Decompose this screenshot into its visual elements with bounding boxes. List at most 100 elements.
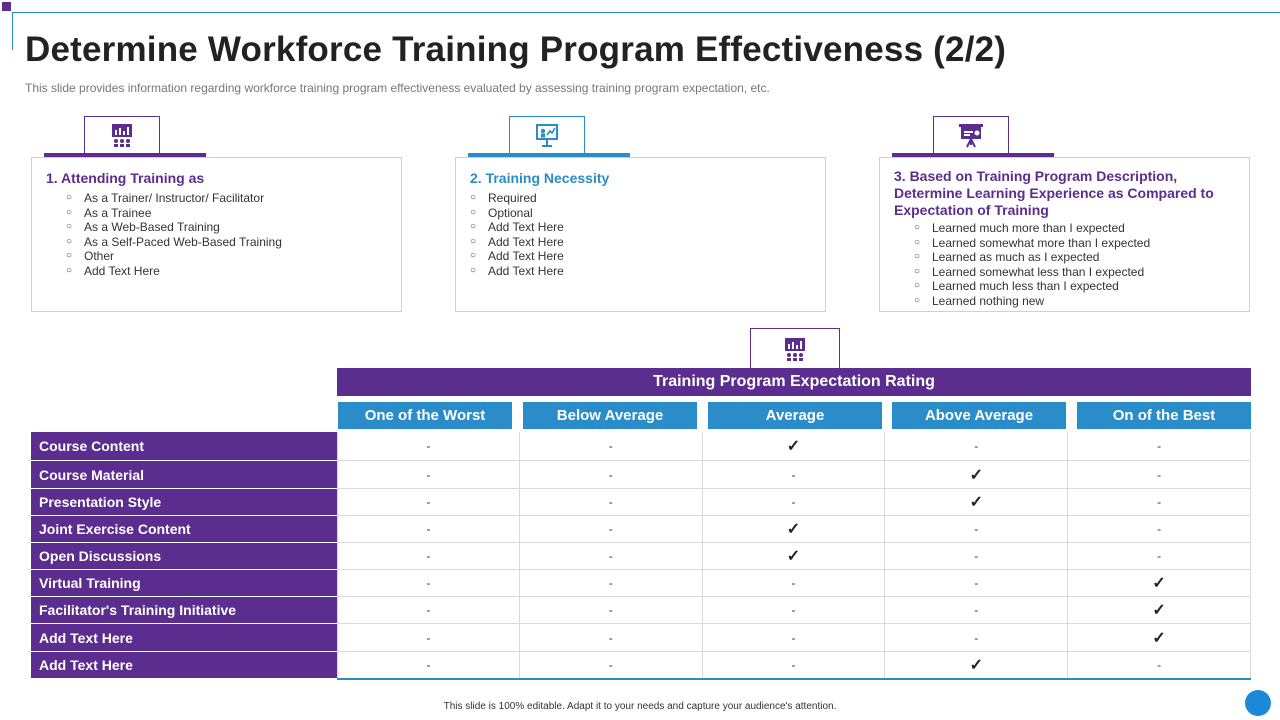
table-cell: -: [1068, 652, 1251, 678]
footer-note: This slide is 100% editable. Adapt it to…: [443, 701, 837, 712]
checkmark-cell: ✓: [1068, 570, 1251, 596]
table-cell: -: [703, 489, 886, 515]
card-training-necessity: 2. Training Necessity Required Optional …: [455, 157, 826, 312]
easel-icon: [933, 116, 1009, 154]
table-cell: -: [520, 489, 703, 515]
checkmark-cell: ✓: [885, 461, 1069, 488]
list-item: Learned much more than I expected: [914, 221, 1235, 236]
row-label: Course Content: [31, 432, 337, 461]
presentation-chart-icon: [750, 328, 840, 369]
card-learning-experience: 3. Based on Training Program Description…: [879, 157, 1250, 312]
table-row: - - ✓ - -: [337, 432, 1251, 461]
list-item: Learned much less than I expected: [914, 279, 1235, 294]
rating-grid: - - ✓ - - - - - ✓ - - - - ✓ - - - ✓ - - - - ✓ - - - - - - ✓ - - - - ✓ - - - - ✓…: [337, 432, 1251, 679]
card-accent-bar: [468, 153, 630, 160]
table-cell: -: [885, 516, 1069, 542]
table-cell: -: [520, 543, 703, 569]
table-cell: -: [337, 543, 520, 569]
table-header: Training Program Expectation Rating: [337, 368, 1251, 396]
table-cell: -: [885, 570, 1069, 596]
table-cell: -: [703, 597, 886, 623]
checkmark-cell: ✓: [703, 432, 886, 460]
table-row: - - - - ✓: [337, 597, 1251, 624]
list-item: As a Web-Based Training: [66, 220, 387, 235]
table-cell: -: [337, 624, 520, 651]
list-item: Learned somewhat less than I expected: [914, 265, 1235, 280]
list-item: Other: [66, 249, 387, 264]
card-attending-training: 1. Attending Training as As a Trainer/ I…: [31, 157, 402, 312]
table-row: - - ✓ - -: [337, 543, 1251, 570]
list-item: Add Text Here: [470, 249, 811, 264]
page-title: Determine Workforce Training Program Eff…: [25, 30, 1007, 69]
top-divider: [12, 12, 1280, 13]
list-item: Add Text Here: [470, 235, 811, 250]
table-row: - - - - ✓: [337, 624, 1251, 652]
column-header: Below Average: [523, 402, 697, 429]
column-header: Average: [708, 402, 882, 429]
checkmark-cell: ✓: [1068, 597, 1251, 623]
table-cell: -: [520, 516, 703, 542]
card-title: 3. Based on Training Program Description…: [894, 168, 1214, 218]
table-cell: -: [520, 570, 703, 596]
card-title: 2. Training Necessity: [470, 170, 610, 186]
table-cell: -: [1068, 516, 1251, 542]
table-cell: -: [337, 570, 520, 596]
table-cell: -: [885, 597, 1069, 623]
row-label: Virtual Training: [31, 570, 337, 597]
list-item: As a Trainee: [66, 206, 387, 221]
table-cell: -: [337, 652, 520, 678]
checkmark-cell: ✓: [885, 652, 1069, 678]
presentation-chart-icon: [84, 116, 160, 154]
table-cell: -: [520, 432, 703, 460]
table-cell: -: [885, 543, 1069, 569]
table-row: - - - - ✓: [337, 570, 1251, 597]
row-label: Open Discussions: [31, 543, 337, 570]
list-item: Learned somewhat more than I expected: [914, 236, 1235, 251]
checkmark-cell: ✓: [703, 516, 886, 542]
table-cell: -: [337, 489, 520, 515]
title-accent-line: [12, 12, 13, 50]
table-cell: -: [1068, 543, 1251, 569]
table-cell: -: [337, 461, 520, 488]
page-subtitle: This slide provides information regardin…: [25, 81, 770, 95]
column-header: On of the Best: [1077, 402, 1251, 429]
row-label: Facilitator's Training Initiative: [31, 597, 337, 624]
row-label: Joint Exercise Content: [31, 516, 337, 543]
column-header: Above Average: [892, 402, 1066, 429]
list-item: Add Text Here: [470, 264, 811, 279]
list-item: Learned as much as I expected: [914, 250, 1235, 265]
list-item: Required: [470, 191, 811, 206]
table-row: - - - ✓ -: [337, 461, 1251, 489]
table-row: - - ✓ - -: [337, 516, 1251, 543]
card-accent-bar: [892, 153, 1054, 160]
list-item: As a Self-Paced Web-Based Training: [66, 235, 387, 250]
table-cell: -: [885, 432, 1069, 460]
table-cell: -: [703, 461, 886, 488]
table-cell: -: [337, 432, 520, 460]
table-cell: -: [1068, 432, 1251, 460]
table-cell: -: [1068, 489, 1251, 515]
row-label: Add Text Here: [31, 652, 337, 679]
checkmark-cell: ✓: [703, 543, 886, 569]
row-label: Presentation Style: [31, 489, 337, 516]
checkmark-cell: ✓: [1068, 624, 1251, 651]
table-cell: -: [703, 652, 886, 678]
card-title: 1. Attending Training as: [46, 170, 205, 186]
table-cell: -: [337, 597, 520, 623]
list-item: Add Text Here: [470, 220, 811, 235]
list-item: As a Trainer/ Instructor/ Facilitator: [66, 191, 387, 206]
teacher-board-icon: [509, 116, 585, 154]
checkmark-cell: ✓: [885, 489, 1069, 515]
table-cell: -: [703, 624, 886, 651]
table-cell: -: [520, 624, 703, 651]
navigation-dot[interactable]: [1245, 690, 1271, 716]
column-header: One of the Worst: [338, 402, 512, 429]
table-cell: -: [520, 597, 703, 623]
row-label: Course Material: [31, 461, 337, 489]
table-row: - - - ✓ -: [337, 489, 1251, 516]
table-row: - - - ✓ -: [337, 652, 1251, 679]
table-bottom-line: [337, 678, 1251, 680]
list-item: Learned nothing new: [914, 294, 1235, 309]
card-accent-bar: [44, 153, 206, 160]
corner-square: [2, 2, 11, 11]
